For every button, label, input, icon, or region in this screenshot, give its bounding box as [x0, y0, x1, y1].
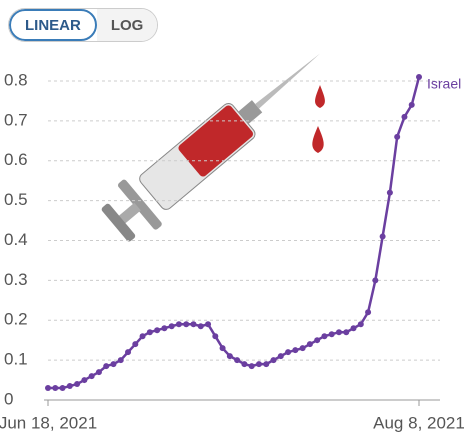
data-point: [314, 337, 321, 344]
data-point: [372, 277, 379, 284]
data-point: [110, 361, 117, 368]
y-tick-label: 0.2: [4, 310, 28, 329]
series-line: [48, 76, 421, 390]
y-tick-label: 0: [4, 389, 13, 408]
data-point: [183, 321, 190, 328]
data-point: [241, 361, 248, 368]
data-point: [306, 341, 313, 348]
data-point: [299, 345, 306, 352]
data-point: [168, 323, 175, 330]
data-point: [74, 381, 81, 388]
data-point: [146, 329, 153, 336]
data-point: [190, 321, 197, 328]
data-point: [45, 385, 51, 392]
blood-drop: [312, 126, 324, 153]
data-point: [321, 333, 328, 340]
data-point: [139, 333, 146, 340]
y-tick-label: 0.7: [4, 110, 28, 129]
data-point: [357, 321, 364, 328]
data-point: [161, 325, 168, 332]
data-point: [365, 309, 372, 316]
data-point: [81, 377, 88, 384]
y-tick-label: 0.1: [4, 350, 28, 369]
data-point: [175, 321, 182, 328]
blood-drop: [315, 85, 325, 108]
y-tick-label: 0.3: [4, 270, 28, 289]
data-point: [154, 327, 161, 334]
data-point: [95, 369, 102, 376]
data-point: [270, 357, 277, 364]
data-point: [59, 385, 66, 392]
data-point: [328, 331, 335, 338]
y-tick-label: 0.8: [4, 70, 28, 89]
data-point: [401, 113, 408, 120]
data-point: [125, 349, 132, 356]
scale-button[interactable]: LOG: [96, 9, 158, 41]
syringe-illustration: [101, 53, 320, 242]
data-point: [132, 341, 139, 348]
y-tick-label: 0.4: [4, 230, 28, 249]
data-point: [255, 361, 262, 368]
data-point: [292, 347, 299, 354]
data-point: [88, 373, 95, 380]
y-tick-label: 0.6: [4, 150, 28, 169]
data-point: [277, 353, 284, 360]
data-point: [66, 383, 73, 390]
data-point: [117, 357, 124, 364]
y-tick-label: 0.5: [4, 190, 28, 209]
data-point: [205, 321, 212, 328]
data-point: [52, 385, 59, 392]
x-tick-label: Jun 18, 2021: [0, 413, 97, 432]
scale-toggle: LINEAR LOG: [8, 8, 159, 42]
data-point: [219, 345, 226, 352]
data-point: [350, 325, 357, 332]
data-point: [234, 357, 241, 364]
data-point: [226, 353, 233, 360]
x-tick-label: Aug 8, 2021: [373, 413, 465, 432]
data-point: [263, 361, 270, 368]
data-point: [197, 323, 204, 330]
data-point: [379, 233, 386, 240]
data-point: [212, 333, 219, 340]
data-point: [335, 329, 342, 336]
data-point: [103, 363, 110, 370]
data-point: [408, 101, 415, 108]
scale-button[interactable]: LINEAR: [9, 9, 97, 41]
data-point: [248, 363, 255, 370]
data-point: [386, 189, 393, 196]
data-point: [394, 133, 401, 140]
series-label: Israel: [427, 76, 461, 92]
data-point: [285, 349, 292, 356]
data-point: [343, 329, 350, 336]
data-point: [416, 74, 422, 81]
